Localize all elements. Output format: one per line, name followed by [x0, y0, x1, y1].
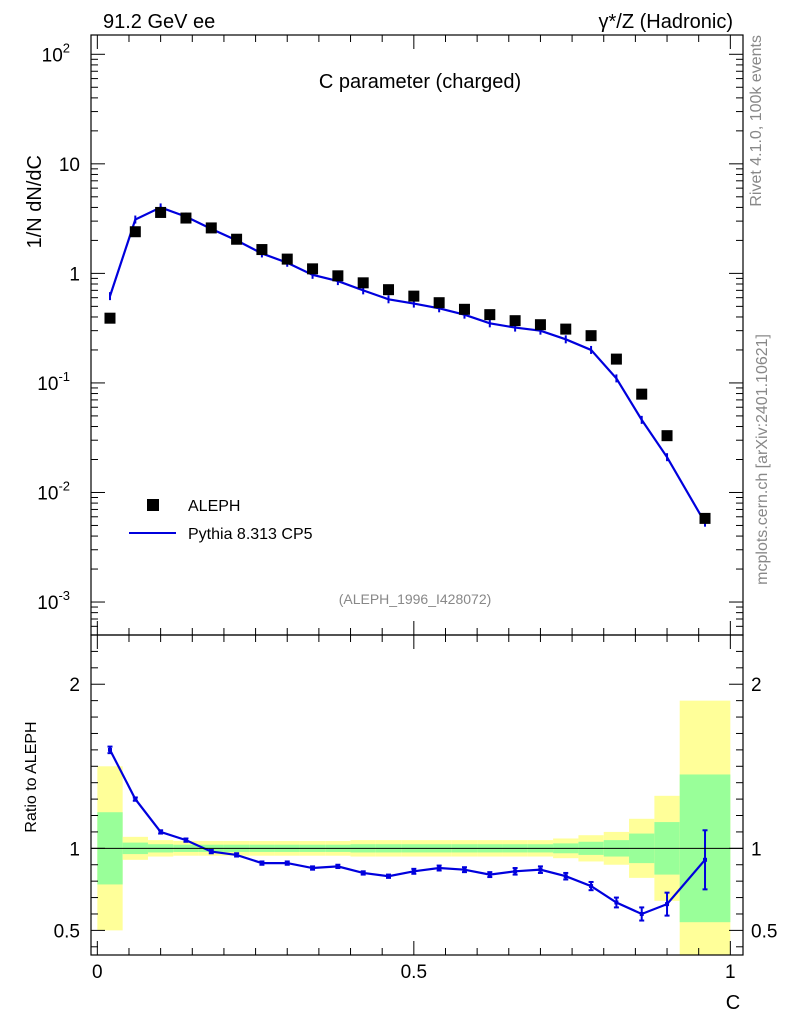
data-point: [699, 512, 711, 524]
ratio-point: [107, 747, 112, 752]
rivet-label: Rivet 4.1.0, 100k events: [748, 35, 765, 207]
data-point: [534, 319, 546, 331]
legend: ALEPH Pythia 8.313 CP5: [129, 498, 313, 543]
data-point: [484, 309, 496, 321]
y-tick-label: 10-1: [37, 369, 70, 395]
ratio-point: [234, 852, 239, 857]
main-plot-frame: [90, 34, 744, 636]
data-point: [205, 222, 217, 234]
data-point: [383, 284, 395, 296]
ratio-y-tick-label: 1: [69, 839, 80, 860]
data-point: [155, 206, 167, 218]
x-axis-label: C: [726, 992, 740, 1014]
ratio-point: [487, 872, 492, 877]
ratio-point: [665, 902, 670, 907]
data-point: [661, 430, 673, 442]
ratio-series-line: [107, 745, 708, 922]
ratio-plot-frame: [90, 634, 744, 956]
x-tick-label: 0.5: [401, 962, 427, 983]
y-tick-label: 102: [42, 40, 70, 66]
data-point: [180, 212, 192, 224]
data-point: [509, 315, 521, 327]
data-point: [610, 353, 622, 365]
main-axis-ticks: 10-3 10-2 10-1 1 10 102: [37, 35, 743, 636]
header-right: γ*/Z (Hadronic): [599, 11, 733, 33]
header-left: 91.2 GeV ee: [103, 11, 215, 33]
ratio-uncertainty-bands: [97, 700, 731, 955]
ratio-ylabel: Ratio to ALEPH: [23, 721, 40, 832]
ratio-point: [639, 911, 644, 916]
ratio-y-tick-label: 0.5: [54, 921, 80, 942]
data-point: [585, 330, 597, 342]
ratio-point: [589, 884, 594, 889]
ratio-point: [437, 866, 442, 871]
mcplots-label: mcplots.cern.ch [arXiv:2401.10621]: [754, 334, 771, 585]
y-tick-label: 10-3: [37, 588, 70, 614]
mc-series-line: [108, 203, 707, 527]
mc-line: [108, 206, 706, 524]
ratio-point: [310, 866, 315, 871]
analysis-tag: (ALEPH_1996_I428072): [339, 591, 492, 607]
data-point: [231, 233, 243, 245]
main-ylabel: 1/N dN/dC: [24, 155, 46, 248]
x-tick-label: 0: [92, 962, 103, 983]
ratio-point: [335, 864, 340, 869]
ratio-y-tick-label-right: 1: [751, 839, 762, 860]
data-point: [307, 263, 319, 275]
data-point: [433, 297, 445, 309]
data-point: [129, 226, 141, 238]
ratio-line: [109, 749, 706, 916]
data-point: [458, 303, 470, 315]
data-point: [281, 253, 293, 265]
ratio-point: [386, 874, 391, 879]
y-tick-label: 1: [69, 264, 80, 285]
ratio-point: [563, 874, 568, 879]
ratio-point: [361, 870, 366, 875]
ratio-point: [158, 829, 163, 834]
data-point: [332, 270, 344, 282]
ratio-point: [411, 869, 416, 874]
legend-data-marker: [147, 499, 159, 511]
data-point: [104, 312, 116, 324]
ratio-point: [133, 797, 138, 802]
ratio-y-tick-label: 2: [69, 675, 80, 696]
chart-title: C parameter (charged): [319, 71, 521, 93]
ratio-point: [183, 838, 188, 843]
ratio-y-tick-label-right: 0.5: [751, 921, 777, 942]
ratio-point: [703, 857, 708, 862]
data-point: [357, 277, 369, 289]
data-point: [256, 244, 268, 256]
ratio-point: [259, 861, 264, 866]
x-tick-label: 1: [725, 962, 736, 983]
ratio-point: [209, 849, 214, 854]
data-series-points: [104, 206, 711, 524]
ratio-point: [513, 869, 518, 874]
ratio-point: [538, 867, 543, 872]
y-tick-label: 10: [59, 155, 80, 176]
data-point: [636, 388, 648, 400]
ratio-point: [614, 900, 619, 905]
y-tick-label: 10-2: [37, 478, 70, 504]
data-point: [560, 323, 572, 335]
legend-data-label: ALEPH: [188, 498, 240, 515]
ratio-y-tick-label-right: 2: [751, 675, 762, 696]
ratio-point: [462, 867, 467, 872]
ratio-point: [285, 861, 290, 866]
data-point: [408, 290, 420, 302]
legend-mc-label: Pythia 8.313 CP5: [188, 526, 313, 543]
